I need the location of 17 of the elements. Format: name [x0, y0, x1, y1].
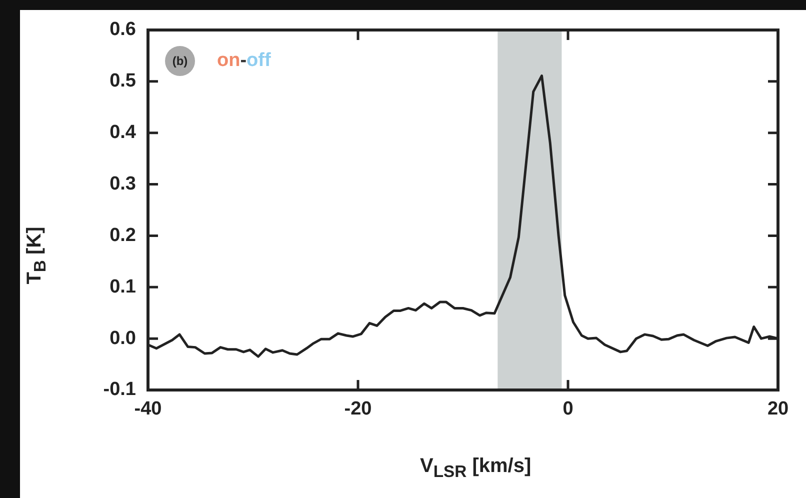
y-tick-label: 0.3 [110, 174, 136, 195]
x-tick-label: 20 [767, 398, 789, 420]
y-tick-label: 0.0 [110, 328, 136, 349]
annotation: on [217, 50, 240, 72]
y-tick-label: 0.4 [110, 122, 136, 144]
annotation: (b) [165, 46, 195, 76]
y-tick-label: 0.6 [110, 19, 136, 40]
x-tick-label: -20 [344, 398, 372, 420]
x-tick-label: -40 [134, 398, 162, 420]
x-tick-label: 0 [562, 398, 574, 420]
y-tick-label: 0.2 [110, 224, 136, 246]
y-tick-label: -0.1 [103, 379, 136, 400]
annotation: - [240, 50, 247, 72]
y-tick-label: 0.1 [110, 276, 136, 298]
y-tick-label: 0.5 [110, 70, 136, 92]
x-axis-title: V$_{LSR}$ [km/s] [420, 455, 532, 482]
annotation: off [246, 50, 271, 72]
